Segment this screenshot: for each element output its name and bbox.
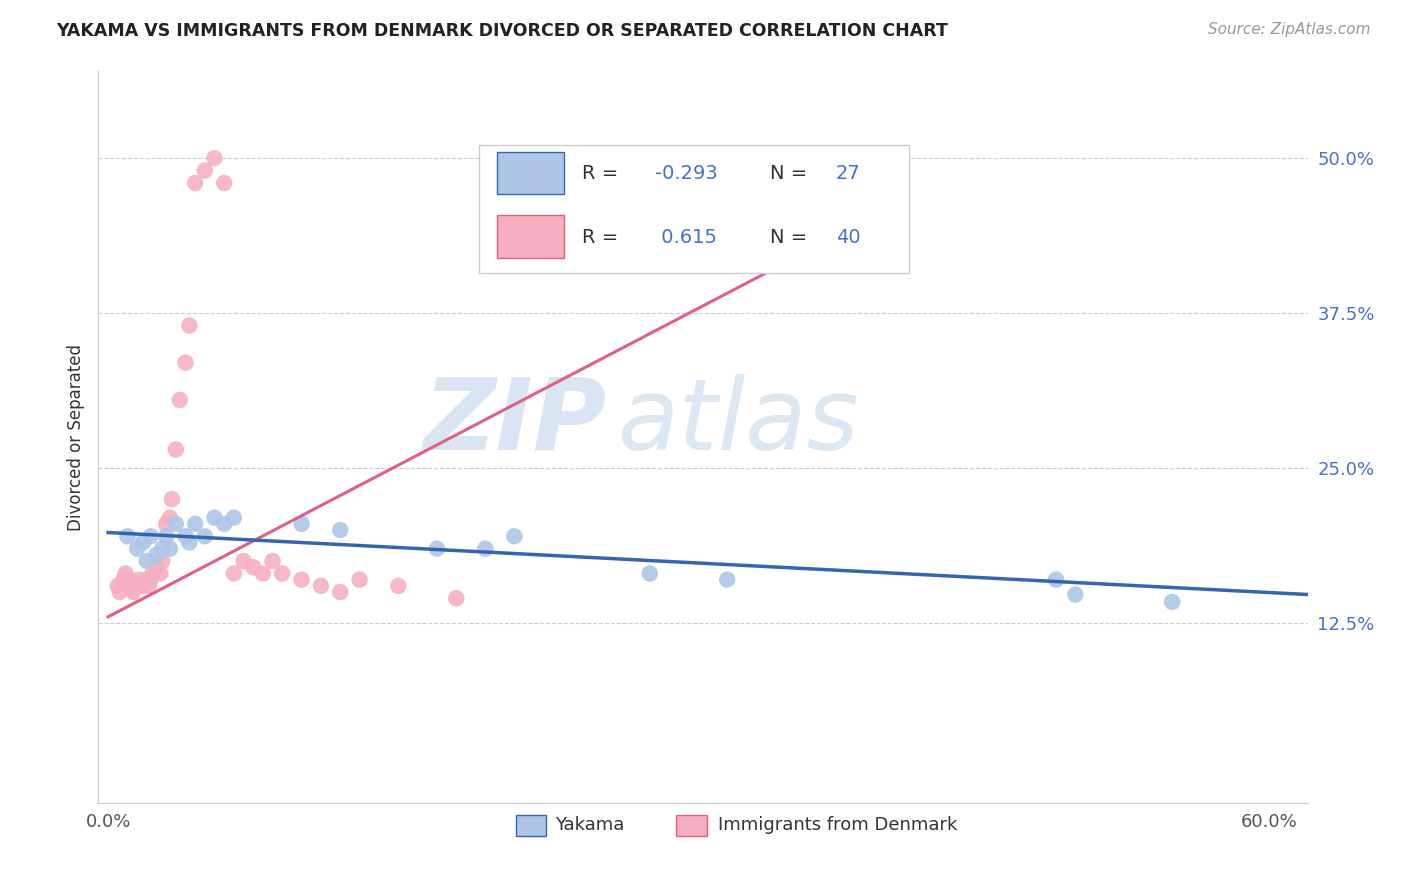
Point [184,176,207,190]
Point [139,529,162,543]
Point [114,566,136,581]
Text: Yakama: Yakama [555,816,624,835]
Point [262,554,284,568]
Point [149,566,172,581]
Text: N =: N = [769,164,813,183]
Point [135,554,157,568]
Point [132,579,155,593]
Point [290,573,312,587]
Point [222,566,245,581]
Point [150,541,173,556]
Point [159,510,181,524]
Point [127,579,149,593]
Point [174,529,197,543]
Point [329,585,352,599]
Point [716,573,738,587]
Text: ZIP: ZIP [423,374,606,471]
Point [179,535,201,549]
Point [107,579,129,593]
Text: YAKAMA VS IMMIGRANTS FROM DENMARK DIVORCED OR SEPARATED CORRELATION CHART: YAKAMA VS IMMIGRANTS FROM DENMARK DIVORC… [56,22,948,40]
Point [194,529,217,543]
Text: Source: ZipAtlas.com: Source: ZipAtlas.com [1208,22,1371,37]
Point [138,579,160,593]
Text: 0.615: 0.615 [655,227,717,247]
Point [1064,588,1087,602]
Point [232,554,254,568]
Point [132,535,155,549]
Point [426,541,449,556]
Point [446,591,468,606]
Point [155,529,177,543]
Bar [498,216,564,258]
Point [474,541,496,556]
Point [165,516,187,531]
Text: 27: 27 [837,164,860,183]
Point [127,541,149,556]
Point [120,579,142,593]
Point [212,516,235,531]
Point [135,573,157,587]
Point [1045,573,1067,587]
Point [122,585,145,599]
Point [165,442,187,457]
Text: R =: R = [582,227,624,247]
Text: -0.293: -0.293 [655,164,717,183]
Point [160,491,183,506]
Point [142,566,165,581]
Point [159,541,181,556]
Point [169,392,191,407]
Point [638,566,661,581]
Text: R =: R = [582,164,624,183]
Bar [516,815,546,836]
Point [145,548,167,562]
Bar [498,152,564,194]
Text: atlas: atlas [619,374,860,471]
Point [204,510,226,524]
Point [204,151,226,165]
Point [139,573,162,587]
Point [329,523,352,537]
Point [184,516,207,531]
Point [179,318,201,333]
Point [1161,595,1184,609]
Point [108,585,131,599]
FancyBboxPatch shape [479,145,908,273]
Point [290,516,312,531]
Text: Immigrants from Denmark: Immigrants from Denmark [717,816,957,835]
Point [112,573,135,587]
Point [174,356,197,370]
Text: 40: 40 [837,227,860,247]
Point [503,529,526,543]
Point [271,566,294,581]
Point [252,566,274,581]
Point [194,163,217,178]
Point [155,516,177,531]
Point [117,529,139,543]
Point [242,560,264,574]
Text: N =: N = [769,227,813,247]
Point [145,560,167,574]
Bar [676,815,707,836]
Point [212,176,235,190]
Point [222,510,245,524]
Point [387,579,409,593]
Point [150,554,173,568]
Point [349,573,371,587]
Y-axis label: Divorced or Separated: Divorced or Separated [66,343,84,531]
Point [117,573,139,587]
Point [309,579,332,593]
Point [128,573,150,587]
